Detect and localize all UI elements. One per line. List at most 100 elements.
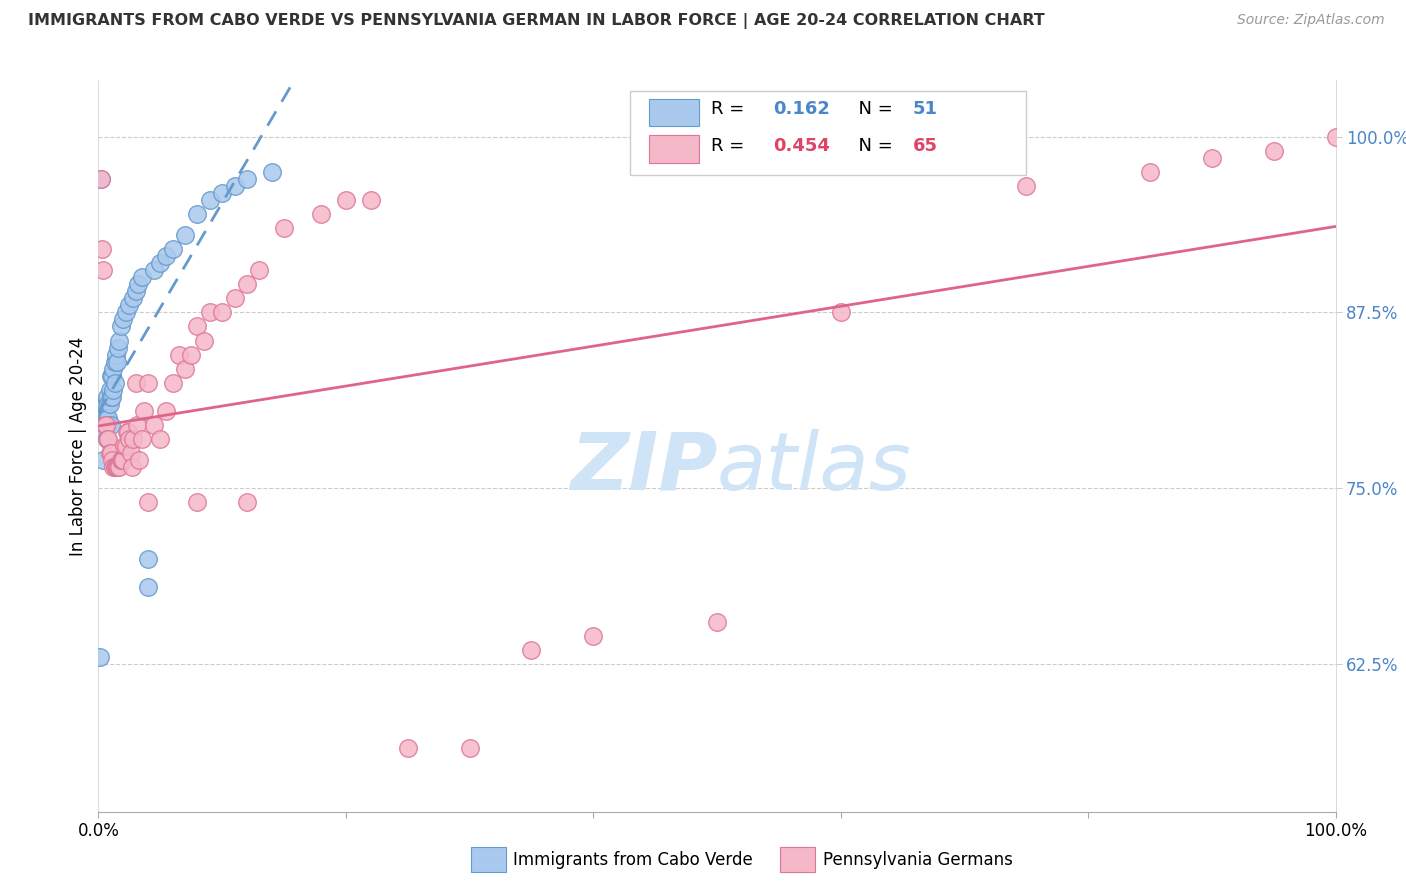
- Point: [93, 425, 115, 439]
- Point: [174, 227, 197, 242]
- Point: [101, 368, 124, 383]
- Point: [224, 178, 246, 193]
- Point: [134, 404, 156, 418]
- Point: [98, 446, 121, 460]
- Text: atlas: atlas: [717, 429, 912, 507]
- Point: [114, 305, 136, 319]
- Point: [236, 495, 259, 509]
- Text: N =: N =: [846, 136, 898, 154]
- Point: [273, 221, 295, 235]
- Point: [131, 432, 153, 446]
- Point: [193, 334, 215, 348]
- Point: [247, 263, 270, 277]
- Point: [108, 460, 131, 475]
- Point: [458, 741, 481, 756]
- Point: [124, 376, 146, 390]
- Point: [107, 341, 129, 355]
- Point: [136, 495, 159, 509]
- Point: [105, 460, 128, 475]
- Y-axis label: In Labor Force | Age 20-24: In Labor Force | Age 20-24: [69, 336, 87, 556]
- Point: [127, 277, 149, 292]
- FancyBboxPatch shape: [630, 91, 1026, 176]
- Point: [103, 383, 125, 397]
- Point: [97, 417, 120, 432]
- Text: R =: R =: [711, 136, 749, 154]
- Point: [149, 432, 172, 446]
- Text: ZIP: ZIP: [569, 429, 717, 507]
- Point: [122, 291, 145, 305]
- Point: [706, 615, 728, 629]
- Point: [136, 376, 159, 390]
- Text: 0.162: 0.162: [773, 100, 830, 118]
- Point: [93, 417, 115, 432]
- Point: [103, 376, 125, 390]
- Point: [309, 207, 332, 221]
- Point: [155, 249, 177, 263]
- Point: [174, 361, 197, 376]
- Text: Immigrants from Cabo Verde: Immigrants from Cabo Verde: [513, 851, 754, 869]
- Point: [125, 417, 148, 432]
- Point: [104, 460, 127, 475]
- FancyBboxPatch shape: [650, 99, 699, 127]
- Point: [186, 495, 208, 509]
- Text: IMMIGRANTS FROM CABO VERDE VS PENNSYLVANIA GERMAN IN LABOR FORCE | AGE 20-24 COR: IMMIGRANTS FROM CABO VERDE VS PENNSYLVAN…: [28, 13, 1045, 29]
- Point: [260, 165, 283, 179]
- Text: Source: ZipAtlas.com: Source: ZipAtlas.com: [1237, 13, 1385, 28]
- Point: [224, 291, 246, 305]
- Point: [131, 270, 153, 285]
- Point: [96, 432, 118, 446]
- Text: 65: 65: [912, 136, 938, 154]
- Point: [360, 193, 382, 207]
- Point: [236, 277, 259, 292]
- Point: [1015, 178, 1038, 193]
- Point: [122, 432, 145, 446]
- Point: [582, 629, 605, 643]
- Point: [110, 319, 132, 334]
- Point: [101, 390, 124, 404]
- Point: [236, 171, 259, 186]
- Point: [114, 439, 136, 453]
- Point: [98, 383, 121, 397]
- Point: [93, 263, 115, 277]
- Point: [96, 432, 118, 446]
- Point: [520, 643, 543, 657]
- Point: [335, 193, 357, 207]
- FancyBboxPatch shape: [650, 136, 699, 163]
- Point: [107, 460, 129, 475]
- Point: [198, 305, 221, 319]
- Point: [118, 432, 141, 446]
- Point: [118, 298, 141, 312]
- Point: [100, 417, 122, 432]
- Point: [103, 354, 125, 368]
- Text: N =: N =: [846, 100, 898, 118]
- Point: [128, 453, 150, 467]
- Point: [124, 285, 146, 299]
- Point: [104, 348, 127, 362]
- Point: [186, 207, 208, 221]
- Point: [1139, 165, 1161, 179]
- Point: [100, 390, 122, 404]
- Text: 51: 51: [912, 100, 938, 118]
- Point: [91, 242, 114, 256]
- Point: [103, 460, 125, 475]
- Point: [90, 171, 112, 186]
- Point: [112, 312, 135, 326]
- Point: [162, 242, 184, 256]
- Point: [111, 453, 134, 467]
- Point: [396, 741, 419, 756]
- Point: [198, 193, 221, 207]
- Point: [136, 551, 159, 566]
- Point: [121, 460, 143, 475]
- Point: [167, 348, 190, 362]
- Point: [94, 397, 117, 411]
- Point: [143, 417, 166, 432]
- Point: [93, 453, 115, 467]
- Point: [110, 453, 132, 467]
- Point: [115, 425, 138, 439]
- Point: [186, 319, 208, 334]
- Point: [101, 453, 124, 467]
- Point: [100, 446, 122, 460]
- Text: Pennsylvania Germans: Pennsylvania Germans: [823, 851, 1012, 869]
- Point: [1263, 144, 1285, 158]
- Point: [91, 425, 114, 439]
